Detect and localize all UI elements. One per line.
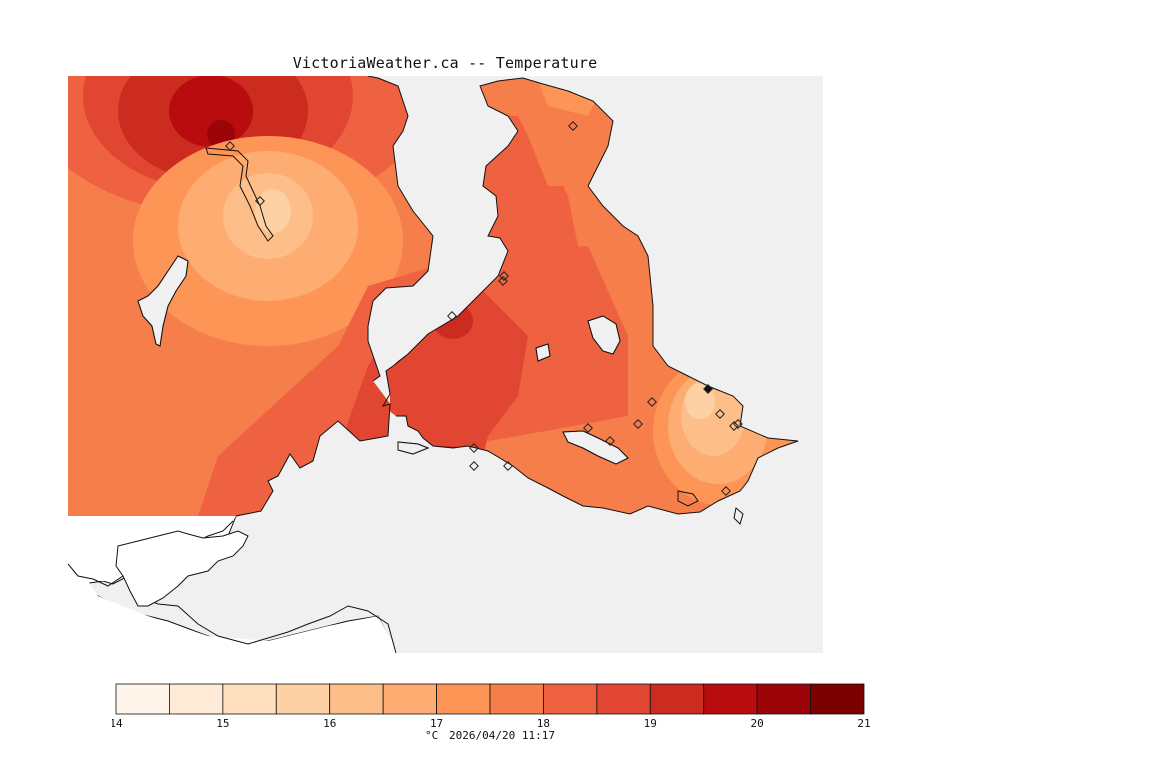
station-marker[interactable]	[255, 196, 265, 206]
temperature-map	[68, 76, 823, 653]
legend-tick-label: 17	[430, 717, 443, 730]
station-marker[interactable]	[503, 461, 513, 471]
legend-tick-label: 21	[857, 717, 870, 730]
legend-tick-label: 16	[323, 717, 336, 730]
legend-swatch-4	[329, 683, 384, 715]
station-marker[interactable]	[703, 384, 713, 394]
lakes	[137, 255, 629, 465]
legend-tick-label: 15	[216, 717, 229, 730]
station-marker[interactable]	[605, 436, 615, 446]
legend-swatch-5	[382, 683, 437, 715]
station-marker[interactable]	[499, 271, 509, 281]
legend-swatch-11	[703, 683, 758, 715]
legend-swatch-8	[543, 683, 598, 715]
legend-tick-label: 20	[751, 717, 764, 730]
legend-swatch-10	[649, 683, 705, 715]
station-marker[interactable]	[583, 423, 593, 433]
station-marker[interactable]	[721, 486, 731, 496]
legend-swatch-1	[169, 683, 224, 715]
legend-tick-label: 14	[112, 717, 123, 730]
map-title: VictoriaWeather.ca -- Temperature	[292, 54, 598, 72]
legend-swatch-7	[489, 683, 544, 715]
legend-footer-timestamp: 2026/04/20 11:17	[449, 729, 555, 742]
legend-footer-unit: °C	[425, 729, 438, 742]
legend-swatch-12	[756, 683, 811, 715]
station-markers	[225, 121, 743, 496]
station-marker[interactable]	[733, 419, 743, 429]
station-marker[interactable]	[715, 409, 725, 419]
legend-swatches	[115, 683, 865, 715]
legend-tick-label: 19	[644, 717, 657, 730]
legend-swatch-9	[596, 683, 651, 715]
legend-swatch-3	[275, 683, 331, 715]
station-marker[interactable]	[729, 421, 739, 431]
legend-swatch-2	[222, 683, 277, 715]
station-marker[interactable]	[647, 397, 657, 407]
station-marker[interactable]	[568, 121, 578, 131]
station-marker[interactable]	[225, 141, 235, 151]
station-marker[interactable]	[633, 419, 643, 429]
station-marker[interactable]	[447, 311, 457, 321]
legend-swatch-0	[115, 683, 170, 715]
station-marker[interactable]	[469, 461, 479, 471]
legend-swatch-13	[810, 683, 865, 715]
legend-tick-label: 18	[537, 717, 550, 730]
station-marker[interactable]	[469, 443, 479, 453]
legend-swatch-6	[436, 683, 491, 715]
legend-ticks: 14 15 16 17 18 19 20 21	[112, 717, 871, 730]
color-scale-legend: 14 15 16 17 18 19 20 21 °C 2026/04/20 11:17	[112, 683, 871, 742]
south-island-outline	[115, 530, 249, 607]
